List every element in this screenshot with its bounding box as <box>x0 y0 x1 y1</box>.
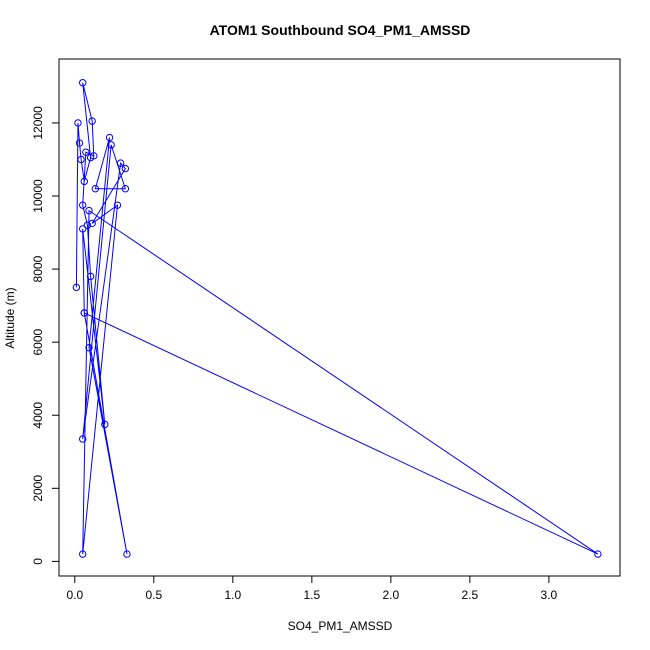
data-point <box>88 219 96 228</box>
data-point <box>101 420 109 429</box>
data-point <box>113 201 122 209</box>
y-tick-label: 8000 <box>31 255 45 282</box>
x-tick-label: 3.0 <box>541 588 558 602</box>
series-layer <box>72 79 602 558</box>
data-point <box>594 550 602 558</box>
data-point <box>82 148 90 156</box>
data-point <box>123 550 131 558</box>
y-tick-label: 10000 <box>31 179 45 213</box>
y-tick-label: 4000 <box>31 402 45 429</box>
x-tick-label: 0.5 <box>145 588 162 602</box>
chart-title: ATOM1 Southbound SO4_PM1_AMSSD <box>210 22 471 38</box>
data-point <box>80 309 88 317</box>
x-axis-label: SO4_PM1_AMSSD <box>288 619 393 633</box>
data-point <box>90 152 98 160</box>
x-tick-label: 0.0 <box>66 588 83 602</box>
x-tick-label: 1.5 <box>304 588 321 602</box>
y-axis: 0 2000 4000 6000 8000 10000 12000 <box>31 106 60 565</box>
data-point <box>86 272 95 281</box>
data-point <box>79 550 87 558</box>
data-point <box>79 435 87 443</box>
data-point <box>91 185 100 193</box>
y-tick-label: 6000 <box>31 328 45 355</box>
x-tick-label: 2.5 <box>462 588 479 602</box>
data-point <box>79 79 87 87</box>
data-point <box>83 221 92 229</box>
x-tick-label: 2.0 <box>383 588 400 602</box>
x-tick-label: 1.0 <box>224 588 241 602</box>
y-tick-label: 12000 <box>31 106 45 140</box>
data-point <box>116 159 125 167</box>
data-point <box>79 225 87 233</box>
data-point <box>72 283 81 292</box>
data-point <box>75 139 84 147</box>
data-point <box>88 117 96 125</box>
data-point <box>74 119 82 127</box>
data-point <box>107 141 115 149</box>
y-tick-label: 2000 <box>31 475 45 502</box>
data-point <box>121 185 130 193</box>
data-point <box>121 164 130 173</box>
data-point <box>79 201 87 209</box>
data-point <box>80 177 88 186</box>
y-tick-label: 0 <box>31 558 45 565</box>
y-axis-label: Altitude (m) <box>3 287 17 348</box>
data-point <box>77 155 85 164</box>
x-axis: 0.0 0.5 1.0 1.5 2.0 2.5 3.0 <box>66 575 558 602</box>
data-point <box>85 343 93 352</box>
data-point <box>85 206 93 215</box>
plot-frame <box>58 58 621 577</box>
data-point <box>105 133 114 142</box>
series-line <box>75 82 599 555</box>
